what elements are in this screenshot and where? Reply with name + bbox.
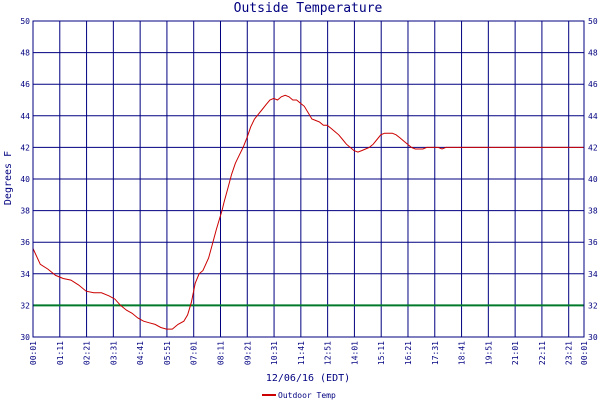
- y-tick-labels-left: 30 32 34 36 38 40 42 44 46 48 50: [20, 17, 30, 342]
- y-tick-label-right: 46: [588, 80, 598, 89]
- y-tick-label-right: 30: [588, 333, 598, 342]
- x-tick-label: 02:21: [83, 341, 92, 365]
- y-tick-label: 50: [20, 17, 30, 26]
- y-tick-label-right: 40: [588, 175, 598, 184]
- y-tick-label-right: 44: [588, 112, 598, 121]
- x-tick-label: 12:51: [324, 341, 333, 365]
- x-tick-label: 22:11: [538, 341, 547, 365]
- plot-frame: [32, 20, 585, 338]
- x-tick-label: 15:11: [377, 341, 386, 365]
- y-tick-label-right: 48: [588, 49, 598, 58]
- y-tick-label: 46: [20, 80, 30, 89]
- x-tick-label: 23:21: [565, 341, 574, 365]
- series-line-outdoor-temp: [32, 94, 584, 330]
- y-tick-label-right: 36: [588, 238, 598, 247]
- x-tick-label: 09:21: [243, 341, 252, 365]
- y-tick-label-right: 34: [588, 270, 598, 279]
- x-tick-label: 08:11: [216, 341, 225, 365]
- x-axis-label: 12/06/16 (EDT): [266, 373, 350, 384]
- chart-title: Outside Temperature: [234, 1, 383, 16]
- x-tick-label: 16:21: [404, 341, 413, 365]
- y-tick-label: 48: [20, 49, 30, 58]
- x-tick-label: 10:31: [270, 341, 279, 365]
- x-tick-label: 14:01: [350, 341, 359, 365]
- y-tick-labels-right: 30 32 34 36 38 40 42 44 46 48 50: [588, 17, 598, 342]
- x-tick-label: 07:01: [190, 341, 199, 365]
- x-tick-label: 00:01: [580, 341, 589, 365]
- x-tick-label: 03:31: [109, 341, 118, 365]
- x-tick-label: 18:41: [458, 341, 467, 365]
- y-tick-label: 42: [20, 143, 30, 152]
- y-tick-label: 38: [20, 207, 30, 216]
- x-tick-label: 05:51: [163, 341, 172, 365]
- y-tick-label: 34: [20, 270, 30, 279]
- y-tick-label: 36: [20, 238, 30, 247]
- y-tick-label: 40: [20, 175, 30, 184]
- x-tick-label: 11:41: [297, 341, 306, 365]
- x-tick-label: 01:11: [56, 341, 65, 365]
- y-tick-label-right: 42: [588, 143, 598, 152]
- legend-label: Outdoor Temp: [278, 391, 336, 400]
- y-tick-label-right: 50: [588, 17, 598, 26]
- y-tick-label-right: 32: [588, 301, 598, 310]
- y-axis-label: Degrees F: [3, 151, 14, 205]
- x-tick-label: 19:51: [484, 341, 493, 365]
- y-tick-label: 44: [20, 112, 30, 121]
- y-tick-label: 30: [20, 333, 30, 342]
- grid: [32, 20, 585, 338]
- x-tick-label: 04:41: [136, 341, 145, 365]
- y-tick-label-right: 38: [588, 207, 598, 216]
- x-tick-label: 21:01: [511, 341, 520, 365]
- y-tick-label: 32: [20, 301, 30, 310]
- x-tick-label: 00:01: [29, 341, 38, 365]
- x-tick-label: 17:31: [431, 341, 440, 365]
- x-tick-labels: 00:01 01:11 02:21 03:31 04:41 05:51 07:01 08:11…: [29, 341, 589, 365]
